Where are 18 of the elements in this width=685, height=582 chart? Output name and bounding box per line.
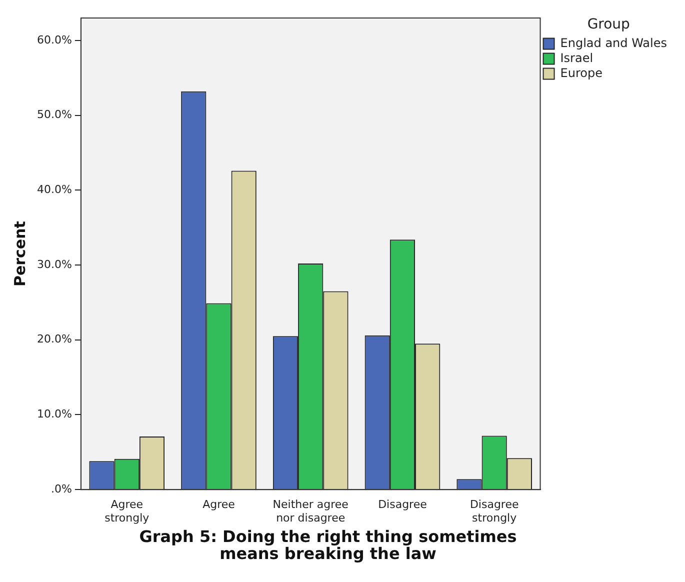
y-tick-label: 40.0% — [36, 183, 72, 196]
legend-label: Europe — [560, 66, 602, 80]
x-tick-label: Disagree — [378, 498, 428, 512]
y-axis-title: Percent — [10, 221, 29, 287]
y-tick-label: 50.0% — [36, 108, 72, 122]
x-tick-label: Agree — [202, 498, 236, 512]
y-tick-label: 10.0% — [36, 408, 72, 421]
text: Graph 5: Doing the right thing sometimes means breaking the law — [138, 527, 518, 563]
legend-title: Group — [587, 16, 630, 33]
x-tick-label: Neither agree nor disagree — [272, 498, 349, 524]
y-tick-label: .0% — [50, 482, 72, 496]
y-tick-label: 30.0% — [36, 258, 72, 271]
x-tick-label: Disagree strongly — [470, 498, 519, 524]
y-tick-label: 60.0% — [36, 33, 72, 46]
x-tick-label: Agree strongly — [104, 498, 150, 524]
legend-label: Israel — [560, 50, 594, 65]
legend-label: Englad and Wales — [560, 36, 667, 50]
y-tick-label: 20.0% — [36, 332, 72, 346]
